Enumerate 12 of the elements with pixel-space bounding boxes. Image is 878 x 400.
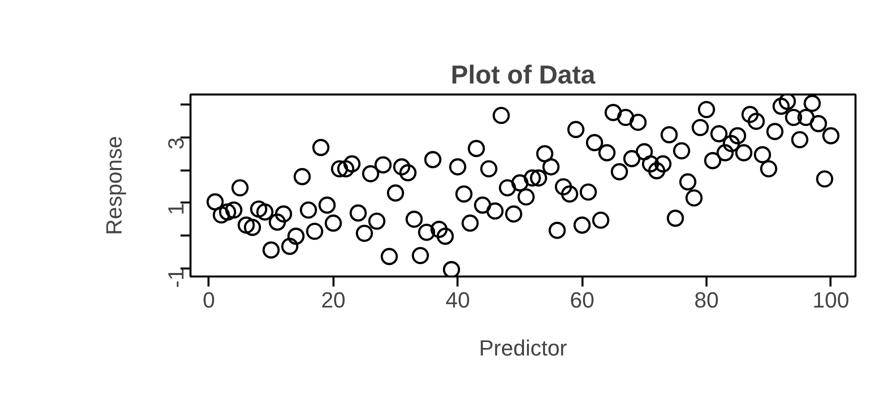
y-tick-label: -1 xyxy=(164,268,188,288)
x-tick-label: 60 xyxy=(570,288,594,312)
x-tick-label: 0 xyxy=(202,288,216,312)
x-tick-label: 100 xyxy=(812,288,850,312)
y-tick-label: 3 xyxy=(164,137,188,150)
x-tick-label: 80 xyxy=(694,288,719,312)
chart-title: Plot of Data xyxy=(450,60,596,90)
y-tick-label: 1 xyxy=(164,202,188,216)
y-axis-title: Response xyxy=(102,136,126,236)
x-tick-label: 20 xyxy=(321,288,346,312)
x-axis-title: Predictor xyxy=(478,336,568,360)
x-tick-label: 40 xyxy=(445,288,470,312)
